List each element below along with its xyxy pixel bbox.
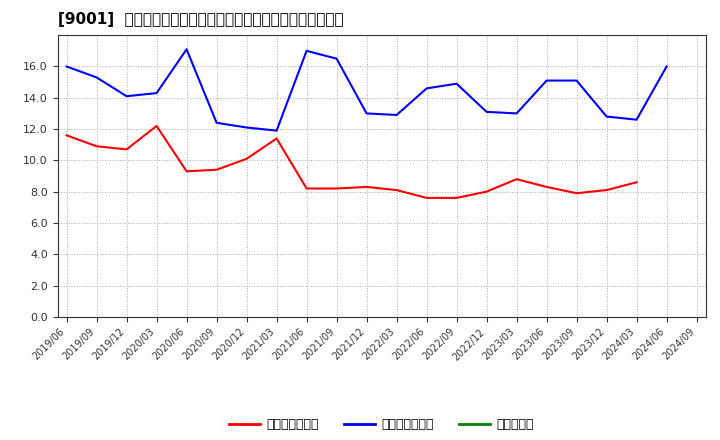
買入債務回転率 (182, 47, 191, 52)
買入債務回転率 (452, 81, 461, 86)
売上債権回転率 (182, 169, 191, 174)
買入債務回転率 (362, 111, 371, 116)
買入債務回転率 (602, 114, 611, 119)
買入債務回転率 (242, 125, 251, 130)
売上債権回転率 (602, 187, 611, 193)
買入債務回転率 (572, 78, 581, 83)
売上債権回転率 (302, 186, 311, 191)
売上債権回転率 (333, 186, 341, 191)
Legend: 売上債権回転率, 買入債務回転率, 在庫回転率: 売上債権回転率, 買入債務回転率, 在庫回転率 (224, 413, 539, 436)
売上債権回転率 (212, 167, 221, 172)
Text: [9001]  売上債権回転率、買入債務回転率、在庫回転率の推移: [9001] 売上債権回転率、買入債務回転率、在庫回転率の推移 (58, 12, 343, 27)
売上債権回転率 (62, 133, 71, 138)
売上債権回転率 (452, 195, 461, 201)
売上債権回転率 (482, 189, 491, 194)
買入債務回転率 (62, 64, 71, 69)
買入債務回転率 (662, 64, 671, 69)
買入債務回転率 (333, 56, 341, 61)
Line: 売上債権回転率: 売上債権回転率 (66, 126, 636, 198)
買入債務回転率 (482, 109, 491, 114)
買入債務回転率 (632, 117, 641, 122)
売上債権回転率 (632, 180, 641, 185)
売上債権回転率 (362, 184, 371, 190)
売上債権回転率 (392, 187, 401, 193)
買入債務回転率 (422, 86, 431, 91)
Line: 買入債務回転率: 買入債務回転率 (66, 49, 667, 131)
買入債務回転率 (542, 78, 551, 83)
売上債権回転率 (153, 123, 161, 128)
買入債務回転率 (212, 120, 221, 125)
売上債権回転率 (242, 156, 251, 161)
売上債権回転率 (572, 191, 581, 196)
買入債務回転率 (392, 112, 401, 117)
買入債務回転率 (122, 94, 131, 99)
売上債権回転率 (272, 136, 281, 141)
売上債権回転率 (513, 176, 521, 182)
売上債権回転率 (92, 143, 101, 149)
売上債権回転率 (122, 147, 131, 152)
買入債務回転率 (302, 48, 311, 54)
売上債権回転率 (422, 195, 431, 201)
買入債務回転率 (513, 111, 521, 116)
売上債権回転率 (542, 184, 551, 190)
買入債務回転率 (272, 128, 281, 133)
買入債務回転率 (92, 75, 101, 80)
買入債務回転率 (153, 91, 161, 96)
